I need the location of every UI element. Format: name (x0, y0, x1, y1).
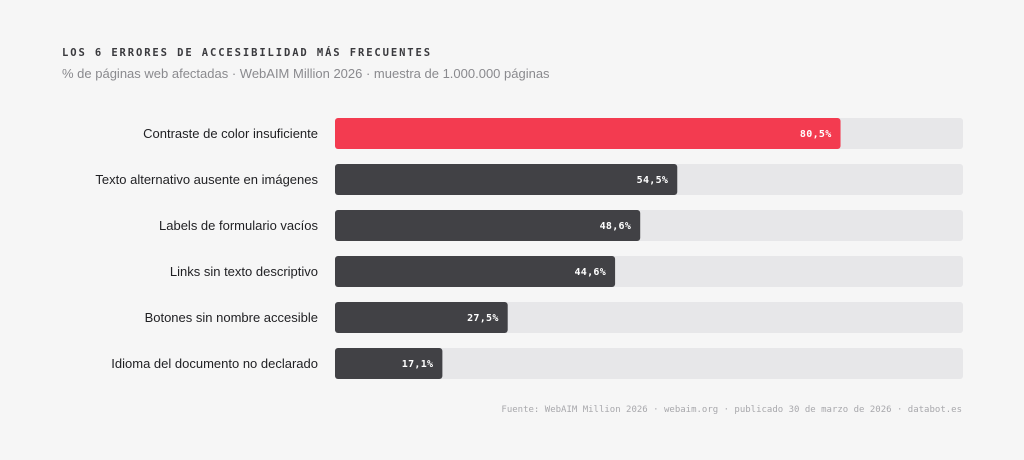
value-label: 48,6% (600, 221, 632, 232)
category-label: Texto alternativo ausente en imágenes (95, 172, 318, 187)
bar (335, 210, 641, 241)
category-label: Labels de formulario vacíos (159, 218, 318, 233)
category-label: Links sin texto descriptivo (170, 264, 318, 279)
bar (335, 302, 508, 333)
category-label: Contraste de color insuficiente (143, 126, 318, 141)
bar (335, 164, 678, 195)
bar-row: Texto alternativo ausente en imágenes 54,… (95, 164, 963, 195)
source-note: Fuente: WebAIM Million 2026 · webaim.org… (501, 405, 962, 415)
bar (335, 256, 616, 287)
value-label: 54,5% (637, 175, 669, 186)
value-label: 27,5% (467, 313, 499, 324)
category-label: Botones sin nombre accesible (145, 310, 318, 325)
bar-track (335, 348, 963, 379)
value-label: 44,6% (574, 267, 606, 278)
bar (335, 348, 443, 379)
chart-subtitle: % de páginas web afectadas · WebAIM Mill… (62, 66, 550, 81)
chart-title: LOS 6 ERRORES DE ACCESIBILIDAD MÁS FRECU… (62, 47, 432, 59)
bar-row: Contraste de color insuficiente 80,5% (143, 118, 963, 149)
bar (335, 118, 841, 149)
bar-row: Idioma del documento no declarado 17,1% (111, 348, 963, 379)
bar-row: Botones sin nombre accesible 27,5% (145, 302, 963, 333)
bar-row: Links sin texto descriptivo 44,6% (170, 256, 963, 287)
category-label: Idioma del documento no declarado (111, 356, 318, 371)
bar-row: Labels de formulario vacíos 48,6% (159, 210, 963, 241)
value-label: 17,1% (402, 359, 434, 370)
value-label: 80,5% (800, 129, 832, 140)
